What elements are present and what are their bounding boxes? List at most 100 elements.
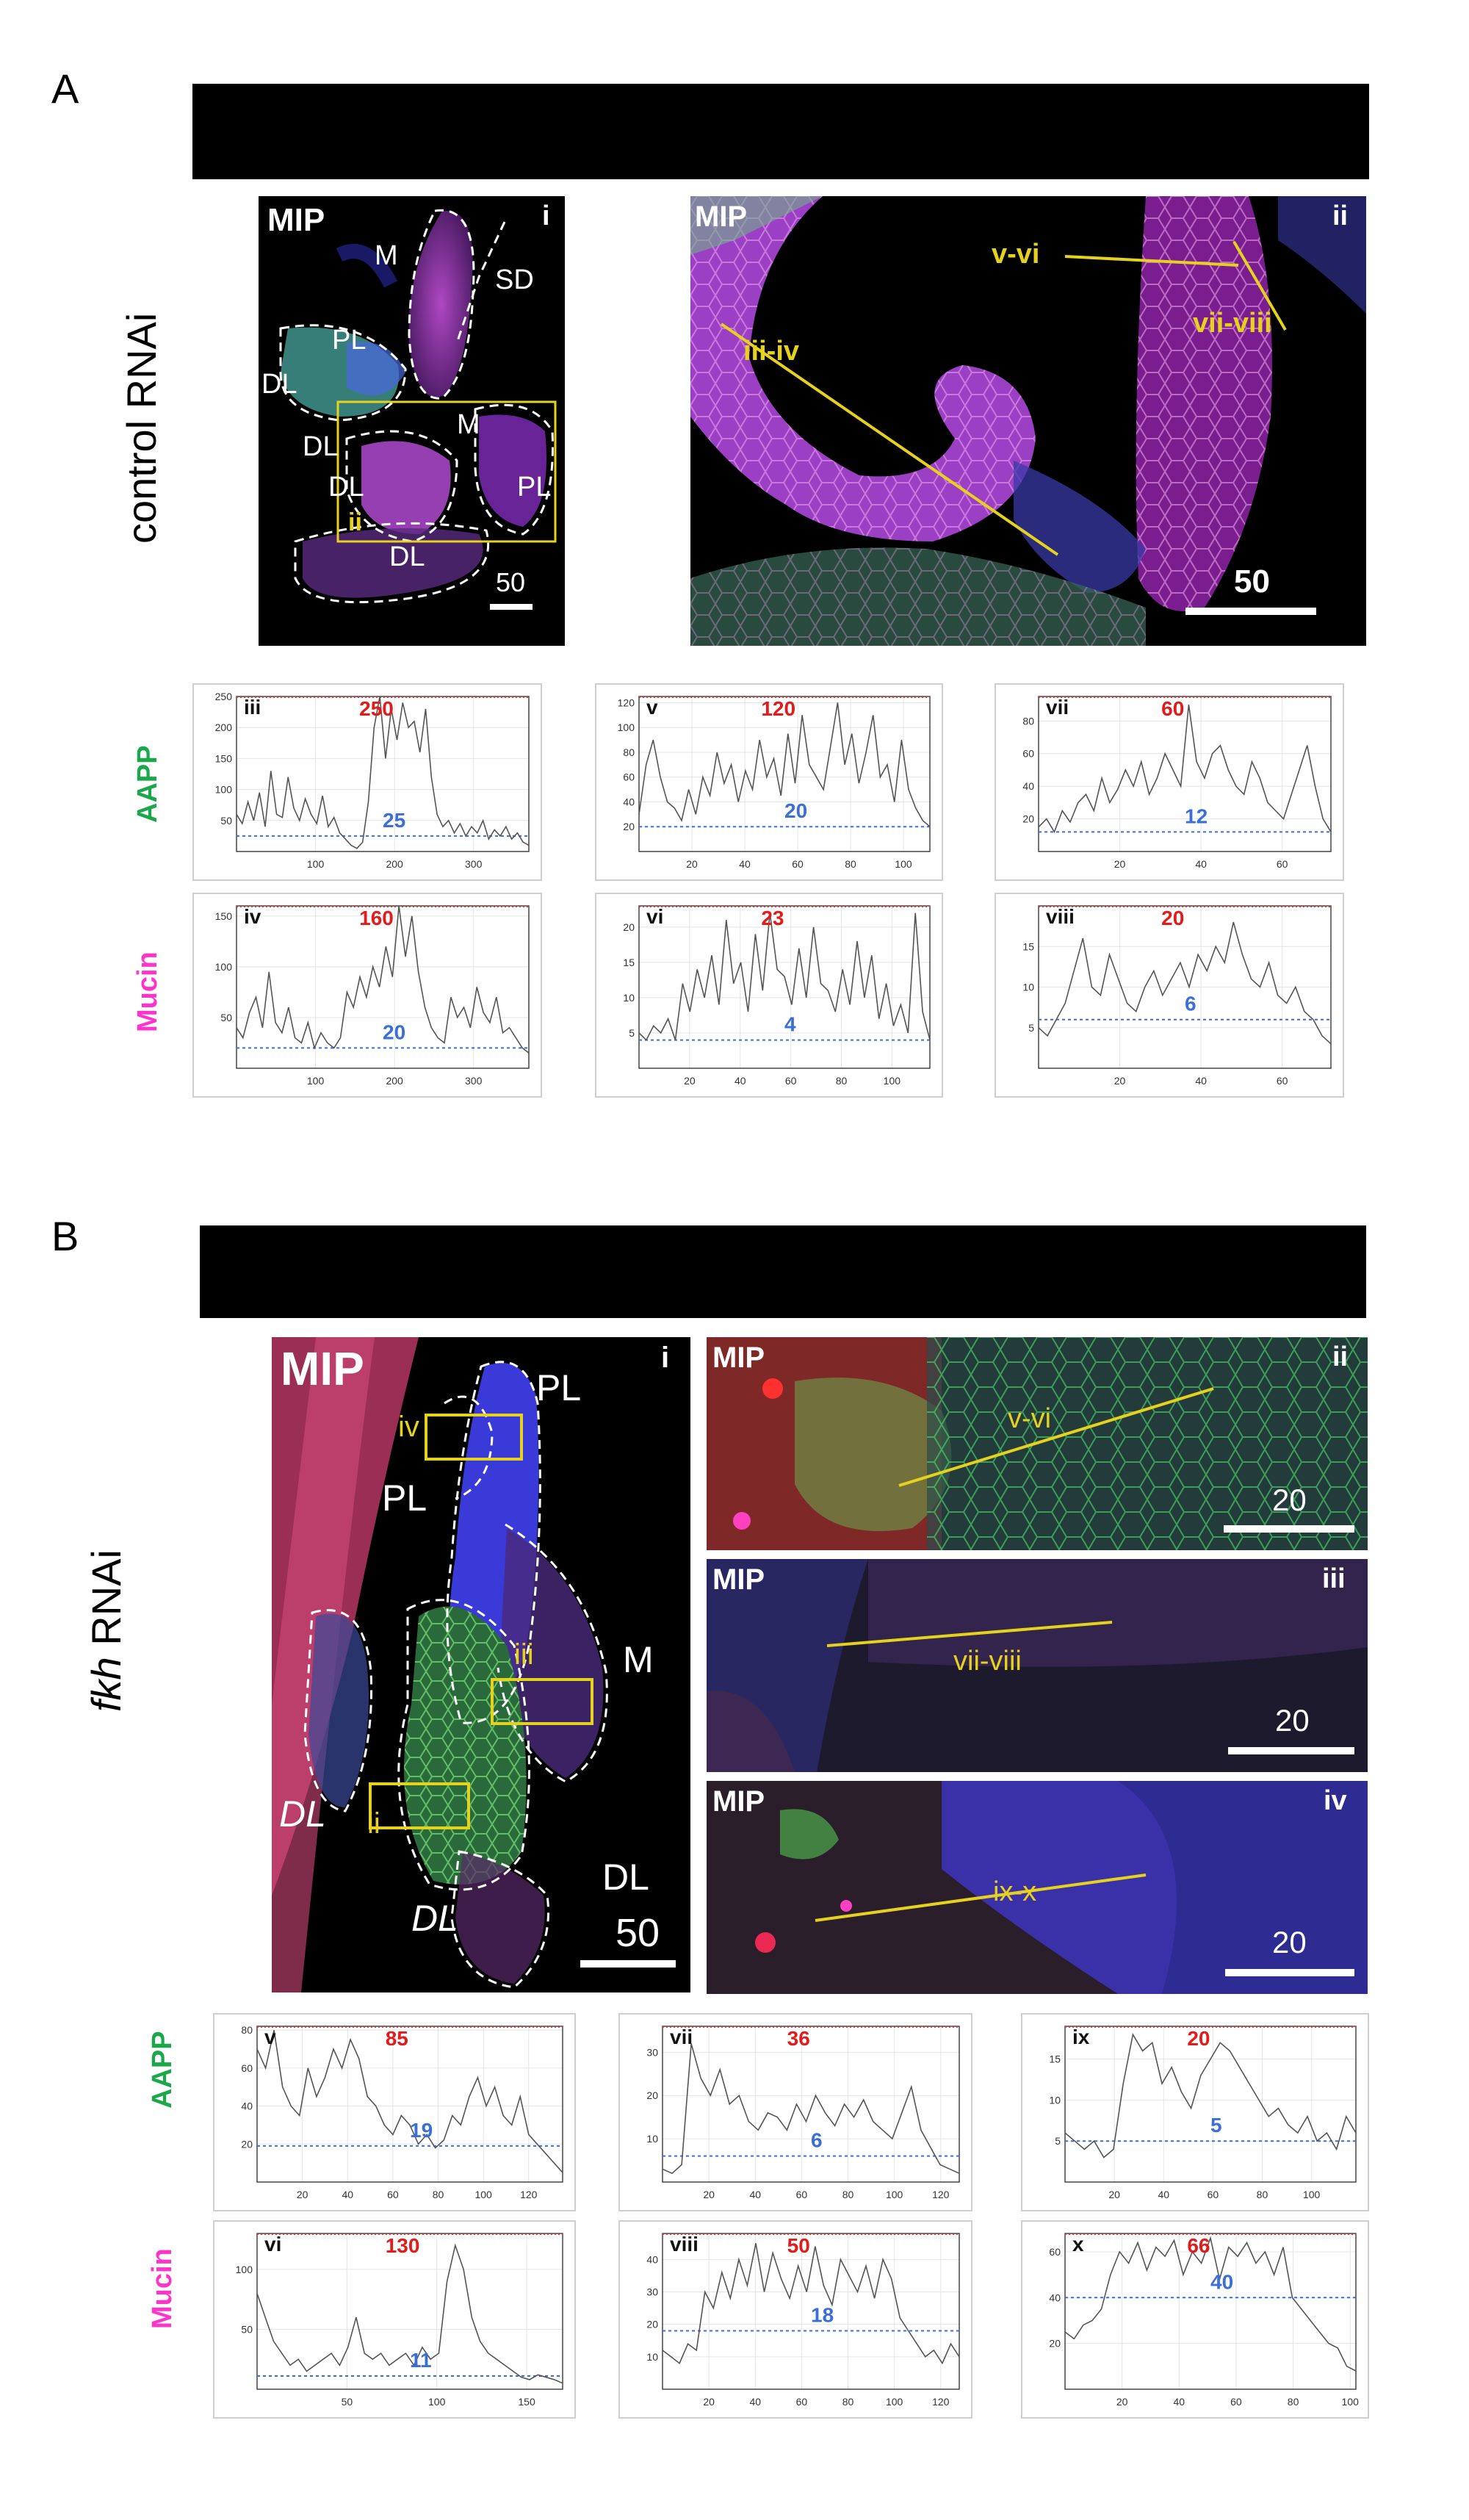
line-label: vii-viii — [953, 1646, 1022, 1677]
region-label: M — [623, 1639, 654, 1680]
peak-value-label: 50 — [787, 2234, 810, 2257]
y-tick-label: 30 — [646, 2046, 658, 2058]
x-tick-label: 20 — [1114, 1075, 1126, 1087]
plot-b-x: 20 40 60 20 40 60 80 100 x 66 40 — [1021, 2220, 1369, 2419]
micrograph-b-ii-graphic — [707, 1337, 1368, 1550]
x-tick-label: 100 — [428, 2396, 446, 2408]
box-label: ii — [367, 1807, 380, 1840]
x-tick-label: 100 — [1342, 2396, 1360, 2408]
scale-bar-label: 50 — [1234, 564, 1270, 600]
y-tick-label: 5 — [1028, 1022, 1034, 1034]
micrograph-b-i: MIP i PL PL M DL DL DL iv iii ii 50 — [272, 1337, 690, 1992]
x-tick-label: 120 — [932, 2189, 950, 2200]
x-tick-label: 80 — [836, 1075, 848, 1087]
y-tick-label: 20 — [646, 2089, 658, 2101]
y-tick-label: 10 — [623, 992, 635, 1004]
micrograph-b-i-graphic — [272, 1337, 676, 1992]
y-tick-label: 40 — [1049, 2292, 1061, 2303]
micrograph-b-iv: MIP iv ix-x 20 — [707, 1781, 1368, 1994]
y-tick-label: 20 — [646, 2319, 658, 2330]
y-tick-label: 40 — [241, 2100, 253, 2112]
micrograph-a-ii-graphic — [690, 196, 1366, 646]
plot-axes — [638, 696, 931, 852]
image-index: i — [542, 201, 550, 231]
x-tick-label: 100 — [886, 2396, 903, 2408]
plot-axes — [1038, 905, 1332, 1069]
legend-wga: WGA — [580, 1251, 671, 1292]
x-tick-label: 40 — [1174, 2396, 1185, 2408]
plot-axes — [256, 2026, 563, 2183]
peak-value-label: 20 — [1187, 2027, 1210, 2050]
y-tick-label: 20 — [1049, 2338, 1061, 2350]
y-tick-label: 10 — [646, 2133, 658, 2145]
baseline-value-label: 19 — [410, 2119, 433, 2142]
intensity-series-line — [236, 696, 530, 849]
plot-a-vii: 20 40 60 80 20 40 60 vii 60 12 — [995, 683, 1344, 881]
x-tick-label: 60 — [1277, 1075, 1288, 1087]
x-tick-label: 40 — [749, 2189, 761, 2200]
plot-axes — [236, 696, 530, 852]
x-tick-label: 80 — [842, 2189, 854, 2200]
plot-index-label: viii — [1046, 905, 1075, 928]
baseline-value-label: 4 — [784, 1013, 796, 1036]
y-tick-label: 30 — [646, 2286, 658, 2298]
mip-label: MIP — [712, 1342, 765, 1374]
region-label: DL — [389, 541, 425, 572]
baseline-value-label: 5 — [1210, 2114, 1222, 2136]
x-tick-label: 20 — [684, 1075, 696, 1087]
x-tick-label: 300 — [465, 1075, 483, 1087]
row-label-mucin-b: Mucin — [147, 2248, 178, 2329]
x-tick-label: 120 — [932, 2396, 950, 2408]
scale-bar-label: 20 — [1272, 1925, 1307, 1959]
x-tick-label: 50 — [342, 2396, 353, 2408]
image-index: i — [661, 1342, 670, 1374]
y-tick-label: 10 — [1022, 982, 1034, 993]
x-tick-label: 120 — [520, 2189, 538, 2200]
plot-axes — [1038, 696, 1332, 852]
legend-dapi: DAPI — [291, 111, 380, 152]
plot-axes — [638, 905, 931, 1069]
baseline-value-label: 6 — [811, 2129, 823, 2152]
baseline-value-label: 25 — [383, 809, 405, 832]
legend-aapp: AAPP — [864, 111, 967, 152]
x-tick-label: 20 — [686, 858, 698, 870]
y-tick-label: 60 — [1049, 2246, 1061, 2258]
x-tick-label: 60 — [785, 1075, 797, 1087]
intensity-series-line — [1064, 2032, 1357, 2159]
y-tick-label: 20 — [623, 821, 635, 832]
y-tick-label: 20 — [623, 921, 635, 933]
x-tick-label: 80 — [1288, 2396, 1299, 2408]
x-tick-label: 60 — [792, 858, 804, 870]
baseline-value-label: 20 — [383, 1020, 405, 1043]
y-tick-label: 80 — [623, 746, 635, 758]
x-tick-label: 80 — [1257, 2189, 1268, 2200]
y-tick-label: 50 — [220, 815, 232, 827]
x-tick-label: 40 — [1158, 2189, 1169, 2200]
y-tick-label: 200 — [215, 721, 233, 733]
y-tick-label: 100 — [618, 721, 635, 733]
scale-bar-label: 20 — [1272, 1483, 1307, 1517]
y-tick-label: 15 — [1049, 2053, 1061, 2065]
line-label: iii-iv — [743, 336, 800, 367]
intensity-series-line — [236, 905, 530, 1054]
x-tick-label: 300 — [465, 858, 483, 870]
region-label: DL — [328, 472, 364, 503]
y-tick-label: 60 — [623, 771, 635, 783]
plot-axes — [1064, 2233, 1357, 2390]
x-tick-label: 40 — [739, 858, 751, 870]
x-tick-label: 20 — [703, 2189, 715, 2200]
x-tick-label: 100 — [886, 2189, 903, 2200]
x-tick-label: 200 — [386, 858, 403, 870]
baseline-value-label: 40 — [1210, 2270, 1233, 2293]
plot-b-viii: 10 20 30 40 20 40 60 80 100 120 viii 50 18 — [618, 2220, 972, 2419]
baseline-value-label: 6 — [1185, 993, 1197, 1015]
y-tick-label: 150 — [215, 910, 233, 922]
x-tick-label: 20 — [1114, 858, 1126, 870]
legend-mucin: Mucin — [1163, 111, 1271, 152]
plot-b-v: 20 40 60 80 20 40 60 80 100 120 v 85 19 — [213, 2013, 576, 2211]
scale-bar-label: 50 — [496, 567, 526, 597]
image-index: iii — [1322, 1563, 1346, 1594]
x-tick-label: 60 — [387, 2189, 399, 2200]
y-tick-label: 10 — [1049, 2094, 1061, 2106]
x-tick-label: 100 — [474, 2189, 492, 2200]
